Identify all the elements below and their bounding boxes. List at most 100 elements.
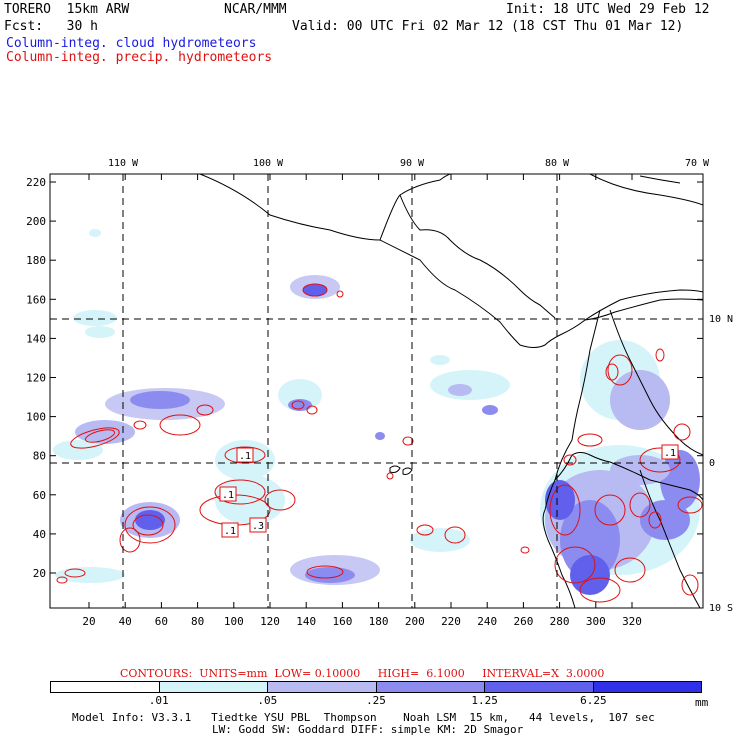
- precip-contour: [84, 429, 116, 443]
- x-tick-label: 120: [260, 615, 280, 628]
- x-tick-label: 200: [405, 615, 425, 628]
- precip-contour: [594, 494, 626, 526]
- contour-label: .1: [222, 490, 234, 501]
- precip-contour: [64, 568, 86, 578]
- valid-time: Valid: 00 UTC Fri 02 Mar 12 (18 CST Thu …: [292, 19, 684, 34]
- cloud-area: [130, 391, 190, 409]
- precip-contour: [614, 557, 646, 583]
- coastline-galapagos: [389, 465, 401, 473]
- contour-label-box: [219, 486, 237, 502]
- y-tick-label: 160: [26, 293, 46, 306]
- precip-contour: [70, 427, 120, 449]
- y-tick-label: 200: [26, 215, 46, 228]
- x-tick-label: 180: [369, 615, 389, 628]
- cloud-area: [55, 567, 125, 583]
- latitude-labels: 10 N 0 10 S: [709, 314, 733, 614]
- y-tick-label: 220: [26, 176, 46, 189]
- precip-contour: [673, 423, 691, 441]
- precip-contour: [306, 565, 344, 579]
- contour-label: .3: [252, 521, 264, 532]
- latlon-grid: [50, 174, 703, 608]
- longitude-label: 70 W: [685, 158, 710, 169]
- model-info-physics: LW: Godd SW: Goddard DIFF: simple KM: 2D…: [212, 723, 524, 736]
- contour-label: .1: [224, 526, 236, 537]
- colorbar-label: 1.25: [471, 694, 498, 707]
- y-tick-label: 80: [33, 450, 46, 463]
- precip-contour: [124, 506, 176, 544]
- cloud-area: [73, 310, 117, 326]
- cloud-area: [375, 432, 385, 440]
- colorbar-swatch: [268, 682, 377, 692]
- colorbar-swatch: [51, 682, 160, 692]
- cloud-area: [75, 420, 135, 444]
- cloud-area: [545, 480, 575, 520]
- cloud-shading: [53, 229, 700, 595]
- cloud-area: [305, 567, 355, 583]
- latitude-label: 10 S: [709, 603, 733, 614]
- cloud-area: [640, 500, 690, 540]
- contour-label-box: [249, 517, 267, 533]
- cloud-area: [53, 440, 103, 460]
- colorbar-label: 6.25: [580, 694, 607, 707]
- model-title: TORERO 15km ARW: [4, 2, 130, 17]
- contour-label: .1: [239, 451, 251, 462]
- coastline-central-america: [379, 239, 703, 348]
- precip-contour: [563, 454, 577, 466]
- colorbar-swatch: [159, 682, 268, 692]
- precip-contour: [56, 576, 68, 584]
- colorbar-swatch: [376, 682, 485, 692]
- contour-label-box: [221, 522, 239, 538]
- colorbar-label: .05: [257, 694, 278, 707]
- x-tick-label: 280: [550, 615, 570, 628]
- border-peru-brazil: [639, 469, 701, 608]
- cloud-area: [448, 384, 472, 396]
- precip-contour: [520, 546, 530, 554]
- colorbar-unit: mm: [695, 696, 709, 709]
- y-tick-label: 180: [26, 254, 46, 267]
- cloud-area: [610, 370, 670, 430]
- contour-label: .1: [664, 448, 676, 459]
- contour-value-labels: .1 .1 .3 .1 .1: [219, 444, 679, 538]
- precip-contour: [133, 420, 147, 430]
- y-axis: 220 200 180 160 140 120 100 80 60 40 20: [26, 176, 703, 580]
- precip-contour: [386, 472, 394, 480]
- coastline-cuba: [589, 174, 703, 206]
- x-tick-label: 40: [119, 615, 132, 628]
- cloud-area: [303, 284, 327, 296]
- cloud-area: [482, 405, 498, 415]
- x-tick-label: 240: [477, 615, 497, 628]
- cloud-area: [89, 229, 101, 237]
- cloud-area: [660, 450, 700, 510]
- cloud-area: [135, 510, 165, 530]
- latitude-label: 0: [709, 458, 715, 469]
- cloud-area: [85, 326, 115, 338]
- y-tick-label: 140: [26, 332, 46, 345]
- longitude-label: 80 W: [545, 158, 570, 169]
- precip-contour: [306, 405, 318, 415]
- x-tick-label: 320: [622, 615, 642, 628]
- forecast-hour: Fcst: 30 h: [4, 19, 98, 34]
- cloud-area: [430, 370, 510, 400]
- precip-contour: [336, 290, 344, 298]
- precip-contour: [681, 574, 699, 596]
- x-tick-label: 140: [296, 615, 316, 628]
- precip-contour: [605, 363, 619, 381]
- precip-contour: [291, 400, 305, 410]
- cloud-area: [410, 528, 470, 552]
- contours-info: CONTOURS: UNITS=mm LOW= 0.10000 HIGH= 6.…: [120, 667, 605, 680]
- precip-contour: [302, 283, 328, 297]
- x-tick-label: 260: [513, 615, 533, 628]
- y-tick-label: 100: [26, 411, 46, 424]
- contour-label-box: [236, 447, 254, 463]
- coastline-galapagos: [402, 467, 413, 475]
- precip-contour: [549, 484, 581, 536]
- colorbar-label: .25: [366, 694, 386, 707]
- cloud-area: [430, 355, 450, 365]
- x-tick-label: 20: [82, 615, 95, 628]
- cloud-area: [570, 555, 610, 595]
- longitude-label: 90 W: [400, 158, 425, 169]
- y-tick-label: 60: [33, 489, 46, 502]
- border-colombia-brazil: [609, 309, 703, 456]
- x-tick-label: 60: [155, 615, 168, 628]
